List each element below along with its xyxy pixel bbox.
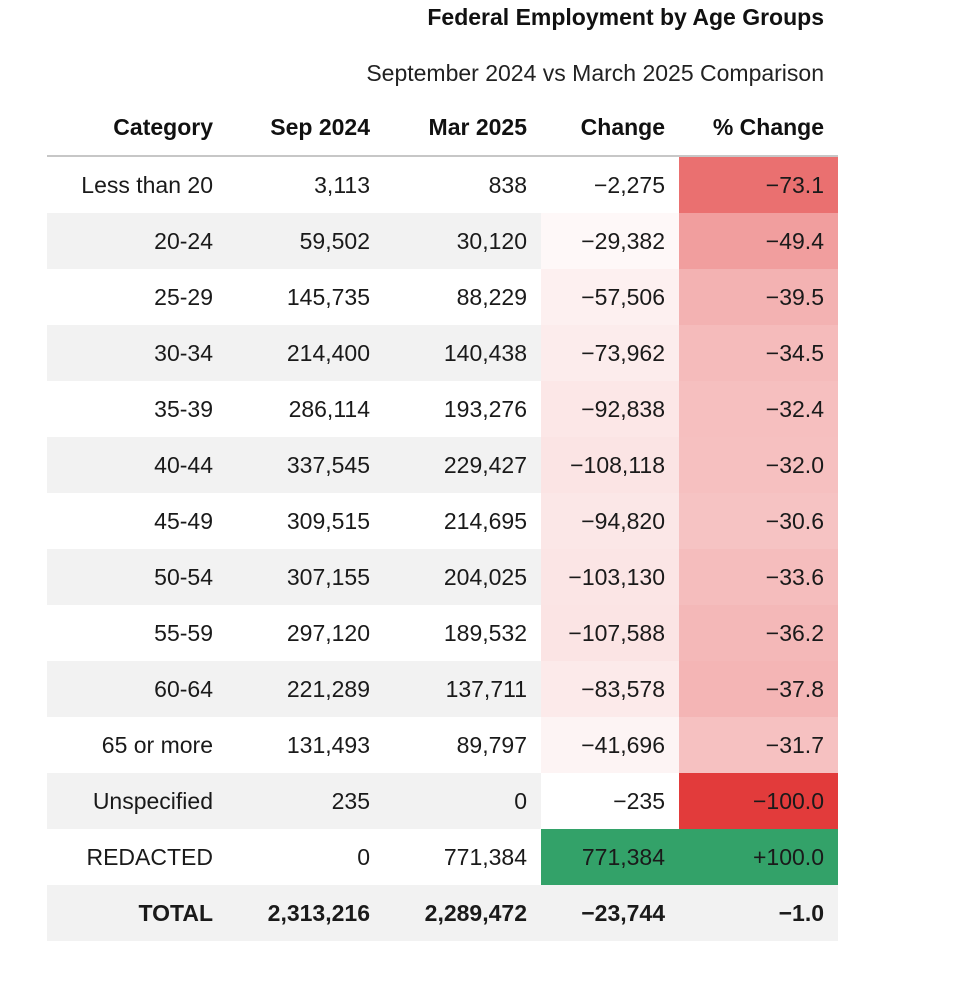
category-cell: 25-29: [154, 283, 213, 310]
sep-2024-cell: 337,545: [227, 437, 384, 493]
pct-change-cell: −32.4: [679, 381, 838, 437]
mar-2025-cell: 214,695: [443, 507, 527, 534]
table-row: 30-34 214,400 140,438 −73,962 −34.5: [47, 325, 838, 381]
category-cell: 30-34: [47, 325, 227, 381]
sep-2024-cell: 286,114: [288, 395, 370, 422]
column-header--change: % Change: [679, 91, 838, 157]
change-cell: −2,275: [541, 156, 679, 213]
change-cell: −107,588: [541, 605, 679, 661]
sep-2024-cell: 307,155: [227, 549, 384, 605]
category-cell: 35-39: [154, 395, 213, 422]
mar-2025-cell: 838: [488, 171, 527, 198]
change-cell: −57,506: [541, 269, 679, 325]
category-cell: 40-44: [47, 437, 227, 493]
change-cell: −23,744: [541, 885, 679, 941]
pct-change-cell: −100.0: [679, 773, 838, 829]
category-cell: 65 or more: [101, 731, 213, 758]
pct-change-cell: −73.1: [679, 156, 838, 213]
change-cell: −103,130: [541, 549, 679, 605]
category-cell: 20-24: [47, 213, 227, 269]
change-cell: −108,118: [541, 437, 679, 493]
mar-2025-cell: 88,229: [456, 283, 527, 310]
sep-2024-cell: 235: [227, 773, 384, 829]
category-cell: 60-64: [47, 661, 227, 717]
sep-2024-cell: 131,493: [286, 731, 370, 758]
table-header-row: Category Sep 2024 Mar 2025 Change% Change: [47, 91, 838, 157]
category-cell: Less than 20: [81, 171, 213, 198]
column-header-mar-2025: Mar 2025: [384, 91, 541, 157]
change-cell: −73,962: [541, 325, 679, 381]
category-cell: 45-49: [154, 507, 213, 534]
sep-2024-cell: 145,735: [286, 283, 370, 310]
table-body: Less than 20 3,113 838 −2,275 −73.1 20-24 59,5…: [47, 156, 838, 941]
change-cell: −29,382: [541, 213, 679, 269]
sep-2024-cell: 2,313,216: [227, 885, 384, 941]
pct-change-cell: −33.6: [679, 549, 838, 605]
mar-2025-cell: 89,797: [456, 731, 527, 758]
column-header-category: Category: [47, 91, 227, 157]
table-row: 45-49 309,515 214,695 −94,820 −30.6: [47, 493, 838, 549]
pct-change-cell: +100.0: [679, 829, 838, 885]
change-cell: −235: [541, 773, 679, 829]
table-row: 60-64 221,289 137,711 −83,578 −37.8: [47, 661, 838, 717]
column-header-change: Change: [541, 91, 679, 157]
change-cell: 771,384: [541, 829, 679, 885]
page-subtitle: September 2024 vs March 2025 Comparison: [366, 60, 824, 86]
column-header-sep-2024: Sep 2024: [227, 91, 384, 157]
pct-change-cell: −34.5: [679, 325, 838, 381]
table-row: 50-54 307,155 204,025 −103,130 −33.6: [47, 549, 838, 605]
pct-change-cell: −49.4: [679, 213, 838, 269]
category-cell: REDACTED: [86, 843, 213, 870]
pct-change-cell: −36.2: [679, 605, 838, 661]
change-cell: −92,838: [541, 381, 679, 437]
category-cell: TOTAL: [47, 885, 227, 941]
mar-2025-cell: 204,025: [384, 549, 541, 605]
table-row: 55-59 297,120 189,532 −107,588 −36.2: [47, 605, 838, 661]
mar-2025-cell: 771,384: [443, 843, 527, 870]
sep-2024-cell: 309,515: [286, 507, 370, 534]
page-title: Federal Employment by Age Groups: [427, 4, 824, 30]
pct-change-cell: −30.6: [679, 493, 838, 549]
table-row: 25-29 145,735 88,229 −57,506 −39.5: [47, 269, 838, 325]
sep-2024-cell: 3,113: [314, 171, 370, 198]
sep-2024-cell: 297,120: [286, 619, 370, 646]
pct-change-cell: −39.5: [679, 269, 838, 325]
change-cell: −94,820: [541, 493, 679, 549]
table-row: REDACTED 0 771,384 771,384 +100.0: [47, 829, 838, 885]
employment-report: Federal Employment by Age Groups Septemb…: [47, 0, 838, 941]
table-row: Less than 20 3,113 838 −2,275 −73.1: [47, 156, 838, 213]
category-cell: 55-59: [154, 619, 213, 646]
table-row: 65 or more 131,493 89,797 −41,696 −31.7: [47, 717, 838, 773]
mar-2025-cell: 0: [384, 773, 541, 829]
category-cell: Unspecified: [47, 773, 227, 829]
pct-change-cell: −32.0: [679, 437, 838, 493]
mar-2025-cell: 229,427: [384, 437, 541, 493]
mar-2025-cell: 193,276: [443, 395, 527, 422]
table-row: 40-44 337,545 229,427 −108,118 −32.0: [47, 437, 838, 493]
change-cell: −83,578: [541, 661, 679, 717]
sep-2024-cell: 0: [357, 843, 370, 870]
mar-2025-cell: 137,711: [384, 661, 541, 717]
sep-2024-cell: 59,502: [227, 213, 384, 269]
sep-2024-cell: 221,289: [227, 661, 384, 717]
mar-2025-cell: 2,289,472: [384, 885, 541, 941]
table-row: 20-24 59,502 30,120 −29,382 −49.4: [47, 213, 838, 269]
table-row: 35-39 286,114 193,276 −92,838 −32.4: [47, 381, 838, 437]
mar-2025-cell: 30,120: [384, 213, 541, 269]
total-row: TOTAL 2,313,216 2,289,472 −23,744 −1.0: [47, 885, 838, 941]
pct-change-cell: −1.0: [679, 885, 838, 941]
mar-2025-cell: 140,438: [384, 325, 541, 381]
pct-change-cell: −31.7: [679, 717, 838, 773]
employment-table: Category Sep 2024 Mar 2025 Change% Change L…: [47, 91, 838, 941]
change-cell: −41,696: [541, 717, 679, 773]
category-cell: 50-54: [47, 549, 227, 605]
table-row: Unspecified 235 0 −235 −100.0: [47, 773, 838, 829]
pct-change-cell: −37.8: [679, 661, 838, 717]
sep-2024-cell: 214,400: [227, 325, 384, 381]
mar-2025-cell: 189,532: [443, 619, 527, 646]
